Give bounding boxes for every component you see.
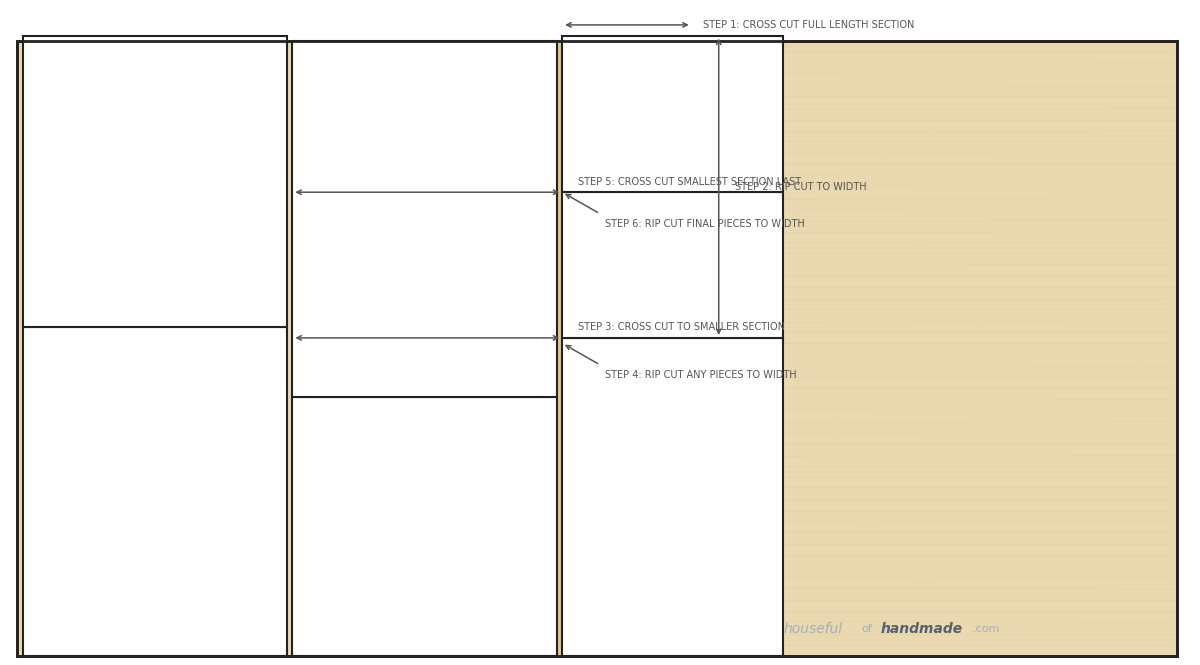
Text: STEP 4: RIP CUT ANY PIECES TO WIDTH: STEP 4: RIP CUT ANY PIECES TO WIDTH [605,370,797,380]
Bar [563,36,784,192]
Text: houseful: houseful [784,622,842,636]
Bar [23,36,287,327]
Bar [293,41,557,397]
Text: .com: .com [972,624,1000,634]
Bar [563,338,784,656]
Bar [563,192,784,338]
Text: STEP 1: CROSS CUT FULL LENGTH SECTION: STEP 1: CROSS CUT FULL LENGTH SECTION [702,20,914,30]
Text: STEP 6: RIP CUT FINAL PIECES TO WIDTH: STEP 6: RIP CUT FINAL PIECES TO WIDTH [605,219,805,229]
Text: handmade: handmade [881,622,962,636]
Text: STEP 3: CROSS CUT TO SMALLER SECTION: STEP 3: CROSS CUT TO SMALLER SECTION [578,323,786,332]
Text: STEP 2: RIP CUT TO WIDTH: STEP 2: RIP CUT TO WIDTH [734,182,866,192]
Bar [293,397,557,656]
Bar [23,327,287,656]
Text: STEP 5: CROSS CUT SMALLEST SECTION LAST: STEP 5: CROSS CUT SMALLEST SECTION LAST [578,177,802,187]
Bar [546,41,568,656]
Text: of: of [862,624,872,634]
